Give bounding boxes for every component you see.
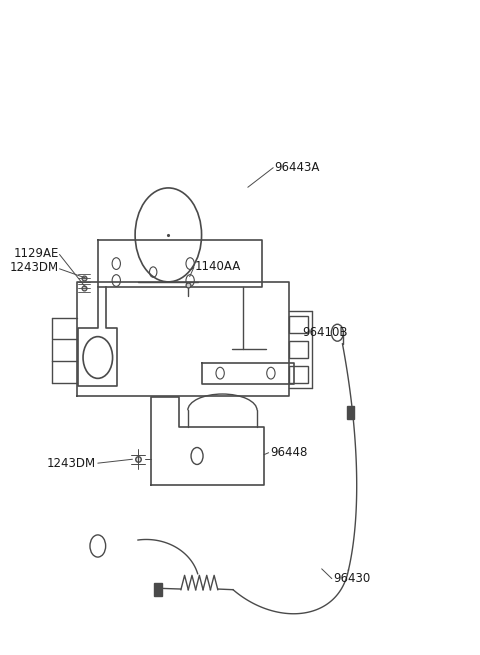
Bar (154, 583, 161, 596)
Text: 1243DM: 1243DM (10, 261, 59, 274)
Bar (289, 316, 308, 333)
Text: 96443A: 96443A (275, 161, 320, 174)
Bar (347, 405, 354, 419)
Text: 96448: 96448 (270, 446, 307, 459)
Text: 1140AA: 1140AA (195, 259, 241, 272)
Text: 1243DM: 1243DM (47, 457, 96, 470)
Bar (289, 341, 308, 358)
Text: 1129AE: 1129AE (13, 248, 59, 260)
Bar (289, 366, 308, 383)
Text: 96430: 96430 (333, 572, 371, 585)
Text: 96410B: 96410B (302, 326, 348, 339)
